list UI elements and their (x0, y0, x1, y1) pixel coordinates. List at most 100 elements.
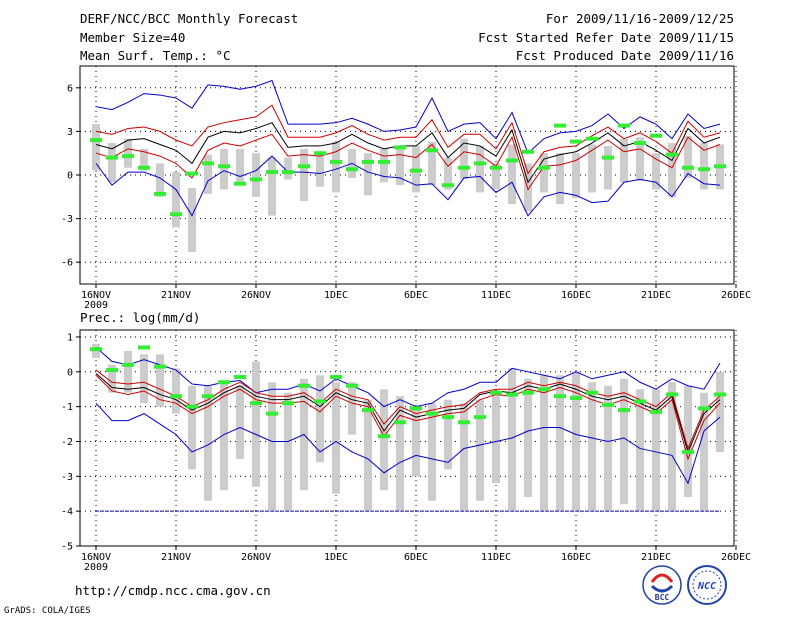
prec-median-marker (170, 394, 182, 399)
prec-median-marker (266, 411, 278, 416)
temp-member-box (700, 143, 708, 190)
prec-member-box (476, 399, 484, 501)
temp-max-line (95, 79, 721, 155)
temp-median-marker (266, 170, 278, 175)
prec-member-box (588, 382, 596, 512)
prec-median-marker (714, 392, 726, 397)
prec-median-marker (394, 420, 406, 425)
prec-mean-line (95, 373, 721, 454)
prec-member-box (444, 399, 452, 470)
prec-member-box (316, 375, 324, 463)
temp-median-marker (330, 159, 342, 164)
temp-member-box (268, 157, 276, 216)
grads-credit: GrADS: COLA/IGES (4, 606, 91, 616)
prec-member-box (620, 378, 628, 505)
temp-member-box (156, 163, 164, 197)
temp-member-box (588, 144, 596, 193)
temp-median-marker (618, 123, 630, 128)
temp-member-box (492, 163, 500, 190)
prec-median-marker (426, 411, 438, 416)
prec-median-marker (106, 368, 118, 373)
temp-member-box (460, 138, 468, 180)
prec-member-box (460, 403, 468, 512)
temp-member-box (124, 138, 132, 168)
prec-median-marker (570, 395, 582, 400)
prec-member-box (540, 375, 548, 512)
temp-member-box (236, 148, 244, 184)
temp-median-marker (314, 151, 326, 156)
temp-xtick-label: 26NOV (241, 290, 271, 301)
prec-median-marker (602, 402, 614, 407)
prec-median-marker (122, 362, 134, 367)
prec-member-box (124, 350, 132, 393)
temp-median-marker (298, 164, 310, 169)
temp-median-marker (522, 149, 534, 154)
prec-median-marker (362, 408, 374, 413)
temp-xtick-label: 11DEC (481, 290, 511, 301)
temp-member-box (332, 141, 340, 193)
prec-median-marker (650, 409, 662, 414)
temp-member-box (108, 143, 116, 183)
prec-median-marker (618, 408, 630, 413)
temp-median-marker (602, 155, 614, 160)
temp-median-marker (170, 212, 182, 217)
ncc-logo: NCC (687, 565, 727, 605)
prec-ytick-label: -2 (61, 437, 73, 448)
temp-member-box (140, 148, 148, 171)
prec-member-box (668, 382, 676, 512)
temp-mean-line (95, 122, 721, 184)
prec-member-box (604, 385, 612, 512)
prec-median-marker (90, 347, 102, 352)
temp-median-marker (234, 181, 246, 186)
temp-median-marker (394, 145, 406, 150)
prec-xtick-label: 26NOV (241, 552, 271, 563)
temp-member-box (252, 153, 260, 197)
temp-median-marker (554, 123, 566, 128)
prec-member-box (684, 385, 692, 498)
temp-median-marker (458, 165, 470, 170)
temp-member-box (188, 188, 196, 253)
prec-median-marker (410, 406, 422, 411)
temp-member-box (508, 144, 516, 205)
temp-xtick-label: 21DEC (641, 290, 671, 301)
prec-member-box (188, 385, 196, 470)
prec-xtick-label: 16DEC (561, 552, 591, 563)
temp-median-marker (634, 141, 646, 146)
temp-median-marker (138, 165, 150, 170)
temp-xtick-label: 1DEC (324, 290, 348, 301)
prec-median-marker (458, 420, 470, 425)
temp-median-marker (122, 154, 134, 159)
prec-median-marker (330, 375, 342, 380)
temp-median-marker (106, 155, 118, 160)
temp-median-marker (202, 161, 214, 166)
prec-median-marker (554, 394, 566, 399)
prec-member-box (364, 399, 372, 512)
prec-ytick-label: -4 (61, 507, 73, 518)
temp-plus-sigma-line (95, 104, 721, 175)
prec-median-marker (282, 401, 294, 406)
prec-member-box (236, 385, 244, 459)
temp-median-marker (378, 159, 390, 164)
temp-xtick-label: 16DEC (561, 290, 591, 301)
prec-max-line (95, 347, 721, 408)
prec-member-box (380, 389, 388, 491)
precipitation-panel-title: Prec.: log(mm/d) (80, 310, 200, 325)
prec-member-box (636, 389, 644, 512)
temp-median-marker (282, 170, 294, 175)
prec-member-box (172, 368, 180, 414)
temp-member-box (172, 172, 180, 228)
prec-member-box (156, 354, 164, 407)
prec-member-box (508, 368, 516, 512)
prec-member-box (284, 392, 292, 512)
source-url: http://cmdp.ncc.cma.gov.cn (75, 583, 271, 598)
temp-member-box (636, 137, 644, 181)
prec-median-marker (538, 387, 550, 392)
prec-median-marker (218, 380, 230, 385)
prec-median-marker (250, 401, 262, 406)
prec-ytick-label: -5 (61, 542, 73, 553)
prec-median-marker (474, 415, 486, 420)
prec-median-marker (346, 383, 358, 388)
temp-ytick-label: 0 (67, 171, 73, 182)
temp-median-marker (426, 148, 438, 153)
